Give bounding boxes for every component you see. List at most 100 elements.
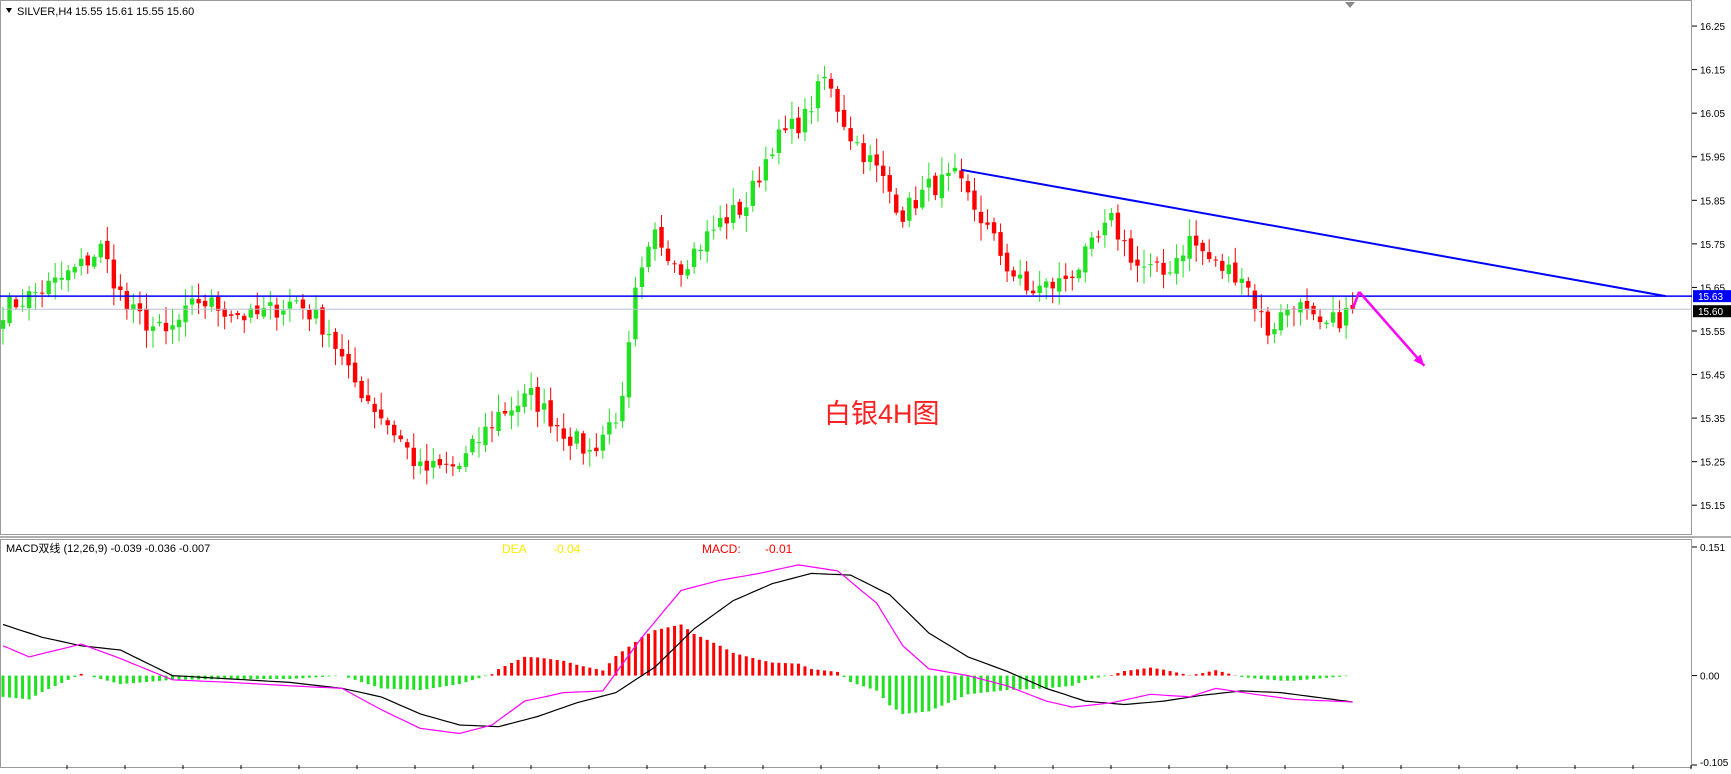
candle-body — [385, 420, 390, 426]
candle-body — [1298, 302, 1303, 313]
candle-body — [900, 210, 905, 222]
candle-body — [828, 78, 834, 89]
candle-body — [483, 426, 488, 446]
candle-body — [1311, 305, 1316, 315]
candle-body — [163, 322, 169, 332]
candle-body — [587, 450, 592, 452]
candle-body — [418, 461, 423, 466]
candle-body — [1343, 307, 1349, 326]
candle-body — [183, 305, 188, 323]
candle-body — [457, 465, 462, 469]
candle-body — [854, 142, 860, 144]
candle-body — [1239, 278, 1244, 283]
candle-body — [711, 229, 716, 231]
candle-body — [0, 320, 6, 329]
price-tick-label: 15.75 — [1700, 240, 1725, 251]
candle-body — [39, 292, 45, 294]
candle-body — [620, 395, 625, 422]
candle-body — [437, 459, 443, 466]
candle-body — [444, 463, 449, 465]
candle-body — [235, 313, 240, 316]
candle-body — [320, 307, 325, 335]
candle-body — [731, 205, 736, 223]
candle-body — [398, 435, 403, 440]
dea-value: -0.04 — [553, 542, 581, 556]
macd-value: -0.01 — [765, 542, 793, 556]
candle-body — [1004, 252, 1010, 272]
candle-body — [874, 154, 879, 166]
candle-body — [1200, 242, 1205, 252]
header-dropdown-icon[interactable] — [6, 8, 12, 13]
candle-body — [763, 159, 769, 181]
candle-body — [1226, 264, 1231, 275]
candle-body — [613, 422, 619, 424]
candle-body — [118, 286, 123, 290]
candle-body — [1044, 281, 1049, 288]
candle-body — [1063, 275, 1068, 279]
candle-body — [307, 309, 312, 320]
candle-body — [170, 325, 175, 330]
descending-trendline[interactable] — [961, 168, 1666, 298]
candle-body — [92, 256, 97, 267]
candle-body — [515, 405, 521, 413]
candle-body — [392, 424, 397, 436]
candle-body — [222, 308, 227, 317]
candle-body — [98, 243, 103, 258]
candle-body — [907, 197, 912, 221]
candle-body — [1233, 262, 1238, 283]
candle-body — [1285, 309, 1290, 316]
candle-body — [150, 326, 156, 331]
candle-body — [867, 155, 873, 163]
candle-body — [1167, 272, 1173, 274]
candle-body — [796, 117, 801, 134]
candle-body — [1180, 255, 1186, 262]
candle-body — [431, 461, 436, 468]
candle-body — [131, 304, 136, 310]
candle-body — [1187, 235, 1192, 259]
candle-body — [1128, 238, 1134, 263]
candle-body — [209, 297, 214, 307]
candle-body — [1070, 276, 1075, 279]
candle-body — [946, 172, 951, 176]
chart-shift-marker[interactable] — [1345, 2, 1355, 8]
candle-body — [20, 305, 25, 307]
candle-body — [33, 292, 38, 294]
candle-body — [378, 409, 384, 419]
forecast-arrow-line[interactable] — [1358, 290, 1426, 367]
price-tick-label: 15.95 — [1700, 153, 1725, 164]
candle-body — [724, 217, 729, 224]
candle-body — [626, 342, 632, 398]
candle-body — [111, 259, 117, 289]
price-tick-label: 16.05 — [1700, 109, 1725, 120]
candle-body — [704, 231, 710, 252]
price-tick-label: 16.25 — [1700, 22, 1725, 33]
candle-body — [1213, 259, 1218, 261]
candle-body — [1278, 312, 1284, 331]
candle-body — [176, 319, 182, 328]
candle-body — [261, 307, 266, 317]
candle-body — [1304, 300, 1310, 309]
candle-body — [652, 229, 658, 250]
candle-body — [1050, 281, 1055, 289]
candle-body — [144, 308, 149, 331]
candle-body — [1330, 312, 1336, 323]
candle-body — [326, 333, 332, 336]
price-tick-label: 15.55 — [1700, 327, 1725, 338]
candle-body — [757, 180, 762, 183]
candle-body — [79, 258, 84, 267]
candle-body — [1259, 311, 1264, 313]
candle-body — [581, 433, 586, 454]
candle-body — [659, 227, 664, 248]
candle-body — [959, 170, 964, 179]
current-price-tag-label: 15.60 — [1698, 307, 1723, 318]
candle-body — [248, 308, 253, 318]
candle-body — [776, 129, 782, 153]
macd-panel-frame — [0, 539, 1692, 768]
candle-body — [242, 315, 247, 321]
candle-body — [450, 464, 456, 467]
candle-body — [646, 246, 651, 267]
forecast-arrow-head — [1413, 354, 1425, 366]
candle-body — [815, 81, 821, 109]
macd-label: MACD: — [702, 542, 741, 556]
candle-body — [750, 180, 755, 206]
